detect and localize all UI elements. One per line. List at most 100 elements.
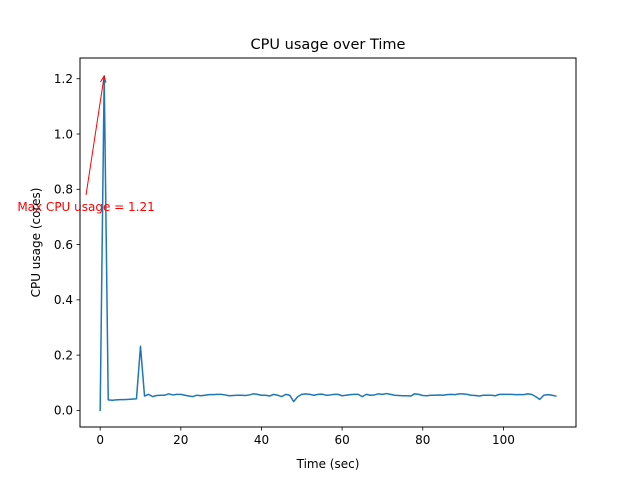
data-point [446,394,448,396]
x-tick-label: 0 [96,433,104,447]
data-point [244,394,246,396]
x-tick-label: 20 [173,433,188,447]
data-point [200,395,202,397]
data-point [144,395,146,397]
data-point [156,394,158,396]
data-point [394,394,396,396]
data-point [208,394,210,396]
data-point [369,394,371,396]
x-axis-label: Time (sec) [296,457,360,471]
data-point [148,393,150,395]
data-point [289,394,291,396]
data-point [333,393,335,395]
y-axis-label: CPU usage (cores) [29,188,43,298]
data-point [373,394,375,396]
data-point [192,396,194,398]
data-point [301,393,303,395]
data-point [269,395,271,397]
data-point [99,409,101,411]
data-point [353,393,355,395]
data-point [256,393,258,395]
data-point [438,394,440,396]
data-point [543,394,545,396]
data-point [224,394,226,396]
data-point [377,393,379,395]
data-point [297,396,299,398]
data-point [498,393,500,395]
y-tick-label: 0.4 [54,293,73,307]
data-point [390,393,391,395]
data-point [260,394,262,396]
data-point [265,394,266,396]
y-tick-label: 0.6 [54,238,73,252]
x-axis-ticks: 0 20 40 60 80 100 [96,427,515,447]
y-tick-label: 1.0 [54,127,73,141]
data-point [422,394,424,396]
data-point [365,393,367,395]
data-point [450,393,452,395]
data-point [172,394,174,396]
data-point [442,394,444,396]
data-point [494,395,496,397]
data-point [357,393,359,395]
plot-area [80,58,576,427]
data-point [196,394,198,396]
data-point [337,393,339,395]
data-point [506,393,508,395]
data-point [309,393,311,395]
data-point [321,393,323,395]
data-point [418,393,420,395]
data-point [398,394,400,396]
data-point [341,395,343,397]
data-point [345,394,347,396]
data-point [458,393,460,395]
data-point [281,396,283,398]
data-point [212,394,214,396]
y-tick-label: 0.2 [54,348,73,362]
data-point [486,394,488,396]
data-point [220,393,222,395]
chart-title: CPU usage over Time [251,37,406,53]
data-point [502,393,504,395]
data-point [204,394,206,396]
data-point [135,398,137,400]
y-tick-label: 0.8 [54,183,73,197]
data-point [313,394,315,396]
data-point [470,394,472,396]
y-tick-label: 1.2 [54,72,73,86]
data-point [305,393,307,395]
x-tick-label: 40 [254,433,269,447]
x-tick-label: 100 [492,433,515,447]
data-point [236,394,238,396]
data-point [490,394,492,396]
y-tick-label: 0.0 [54,404,73,418]
data-point [107,399,109,401]
annotation-arrow-head [100,74,107,83]
data-point [539,398,541,400]
data-point [531,393,533,395]
data-point [139,345,141,347]
data-point [248,394,250,396]
data-point [482,394,484,396]
data-point [252,393,254,395]
data-point [216,393,218,395]
data-point [462,393,464,395]
data-point [232,394,234,396]
series-layer [99,75,557,412]
x-tick-label: 60 [334,433,349,447]
data-point [527,393,529,395]
data-point [188,395,190,397]
data-point [535,396,537,398]
data-point [523,394,525,396]
data-point [168,393,170,395]
data-point [406,395,408,397]
data-point [131,398,133,400]
data-point [478,395,480,397]
y-axis-ticks: 0.0 0.2 0.4 0.6 0.8 1.0 1.2 [54,72,80,418]
data-point [115,399,117,401]
data-point [285,393,287,395]
data-point [349,394,351,396]
data-point [119,399,121,401]
data-point [474,394,476,396]
